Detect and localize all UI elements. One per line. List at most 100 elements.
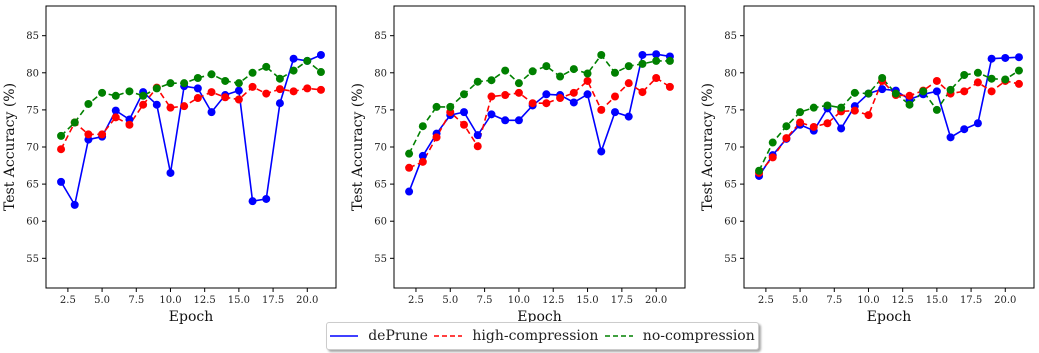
point-high-compression (542, 99, 551, 108)
point-no-compression (569, 65, 578, 74)
point-high-compression (796, 118, 805, 127)
point-high-compression (111, 113, 120, 122)
point-high-compression (193, 94, 202, 103)
point-deprune (837, 124, 846, 133)
y-tick-label: 80 (724, 68, 737, 79)
y-tick-label: 65 (374, 180, 387, 191)
point-high-compression (248, 82, 257, 91)
point-no-compression (289, 66, 298, 75)
legend-label-deprune: dePrune (368, 328, 428, 344)
x-tick-label: 7.5 (477, 295, 493, 306)
point-no-compression (823, 101, 832, 110)
point-no-compression (768, 138, 777, 147)
x-axis-label: Epoch (169, 309, 213, 325)
plot-frame (743, 5, 1035, 289)
x-tick-label: 2.5 (60, 295, 76, 306)
point-no-compression (152, 84, 161, 93)
point-deprune (1001, 53, 1010, 62)
x-tick-label: 15.0 (228, 295, 250, 306)
point-deprune (946, 133, 955, 142)
x-tick-label: 7.5 (128, 295, 144, 306)
y-axis-label: Test Accuracy (%) (350, 83, 366, 211)
point-high-compression (432, 133, 441, 142)
y-tick-label: 80 (374, 68, 387, 79)
point-no-compression (946, 85, 955, 94)
point-deprune (405, 187, 414, 196)
point-no-compression (316, 68, 325, 77)
series-line-high-compression (408, 76, 671, 169)
point-high-compression (405, 163, 414, 172)
point-no-compression (221, 76, 230, 85)
point-no-compression (610, 68, 619, 77)
x-tick-label: 12.5 (892, 295, 914, 306)
point-no-compression (891, 89, 900, 98)
point-deprune (316, 50, 325, 59)
x-tick-label: 20.0 (645, 295, 667, 306)
chart-legend: dePrune high-compression no-compression (326, 322, 759, 350)
point-deprune (152, 100, 161, 109)
point-deprune (878, 85, 887, 94)
point-deprune (1014, 53, 1023, 62)
legend-line-deprune (330, 335, 359, 337)
point-no-compression (1001, 75, 1010, 84)
point-deprune (987, 54, 996, 63)
point-no-compression (932, 105, 941, 114)
point-no-compression (528, 67, 537, 76)
point-high-compression (638, 88, 647, 97)
point-deprune (610, 108, 619, 117)
point-high-compression (1014, 79, 1023, 88)
point-high-compression (809, 122, 818, 131)
point-no-compression (796, 108, 805, 117)
point-deprune (166, 168, 175, 177)
point-deprune (248, 197, 257, 206)
point-deprune (624, 112, 633, 121)
point-deprune (542, 90, 551, 99)
point-high-compression (556, 94, 565, 103)
point-high-compression (98, 130, 107, 139)
y-tick-label: 75 (724, 105, 737, 116)
point-deprune (57, 177, 66, 186)
point-high-compression (665, 82, 674, 91)
point-high-compression (303, 84, 312, 93)
y-tick-label: 85 (724, 31, 737, 42)
point-no-compression (878, 73, 887, 82)
panel-3: 2.5 5.0 7.5 10.0 12.5 15.0 17.5 20.0 55 60 65 70 75 8… (700, 5, 1035, 325)
point-no-compression (809, 103, 818, 112)
x-tick-label: 10.0 (857, 295, 879, 306)
point-deprune (973, 119, 982, 128)
point-no-compression (782, 122, 791, 131)
point-high-compression (932, 76, 941, 85)
point-high-compression (973, 78, 982, 87)
point-no-compression (303, 56, 312, 65)
x-tick-label: 12.5 (194, 295, 216, 306)
point-high-compression (262, 89, 271, 98)
legend-line-high-compression (434, 335, 463, 337)
point-no-compression (70, 118, 79, 127)
point-high-compression (768, 153, 777, 162)
point-no-compression (597, 50, 606, 59)
point-no-compression (125, 87, 134, 96)
point-no-compression (460, 90, 469, 99)
y-tick-label: 55 (374, 254, 387, 265)
point-deprune (111, 106, 120, 115)
point-deprune (460, 108, 469, 117)
point-high-compression (473, 142, 482, 151)
point-high-compression (528, 99, 537, 108)
point-no-compression (837, 103, 846, 112)
x-tick-label: 5.0 (442, 295, 458, 306)
point-no-compression (1014, 66, 1023, 75)
point-deprune (275, 99, 284, 108)
point-no-compression (446, 102, 455, 111)
x-tick-label: 17.5 (262, 295, 284, 306)
point-high-compression (275, 85, 284, 94)
y-tick-label: 75 (26, 105, 39, 116)
point-high-compression (487, 92, 496, 101)
legend-label-high-compression: high-compression (472, 328, 599, 344)
point-high-compression (569, 88, 578, 97)
point-no-compression (850, 88, 859, 97)
point-high-compression (234, 95, 243, 104)
point-deprune (70, 200, 79, 209)
x-tick-label: 20.0 (296, 295, 318, 306)
x-tick-label: 20.0 (994, 295, 1016, 306)
x-tick-label: 17.5 (960, 295, 982, 306)
